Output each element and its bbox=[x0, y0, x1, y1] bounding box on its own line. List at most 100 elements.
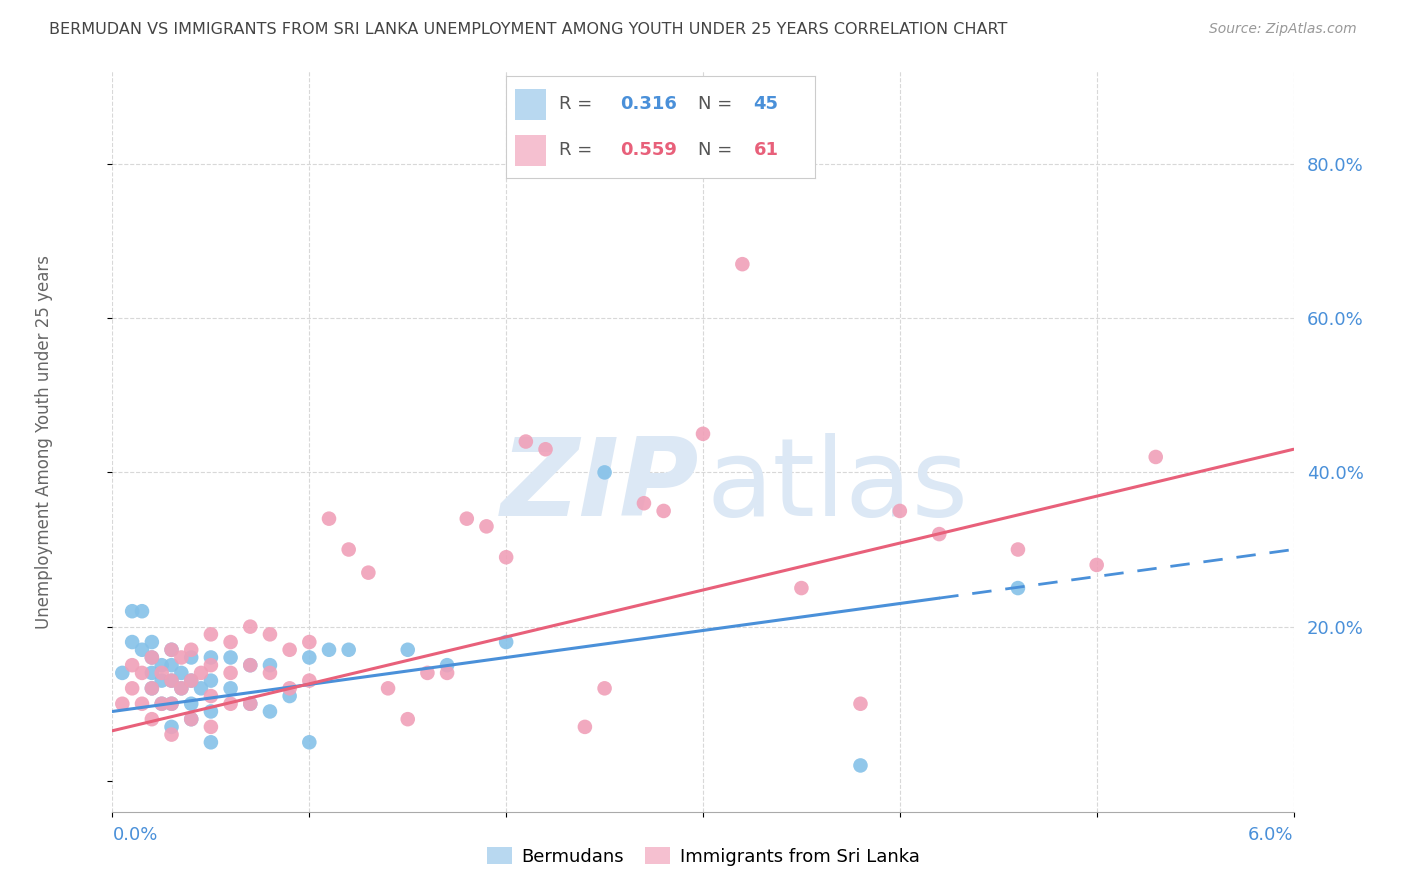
Point bbox=[633, 496, 655, 510]
Point bbox=[790, 581, 813, 595]
Point bbox=[180, 642, 202, 657]
Point bbox=[160, 658, 183, 673]
Point bbox=[239, 619, 262, 633]
Point bbox=[160, 728, 183, 742]
Point bbox=[436, 665, 458, 680]
Point bbox=[928, 527, 950, 541]
Point bbox=[731, 257, 754, 271]
Point bbox=[170, 681, 193, 696]
Text: 45: 45 bbox=[754, 95, 779, 112]
Point bbox=[160, 697, 183, 711]
Text: 0.316: 0.316 bbox=[620, 95, 678, 112]
Point bbox=[150, 697, 173, 711]
Point bbox=[652, 504, 675, 518]
Point bbox=[259, 627, 281, 641]
Text: N =: N = bbox=[697, 141, 738, 159]
Text: R =: R = bbox=[558, 95, 598, 112]
Point bbox=[456, 511, 478, 525]
Legend: Bermudans, Immigrants from Sri Lanka: Bermudans, Immigrants from Sri Lanka bbox=[479, 839, 927, 873]
Point bbox=[190, 681, 212, 696]
Point bbox=[318, 642, 340, 657]
Text: ZIP: ZIP bbox=[501, 433, 699, 539]
Point bbox=[692, 426, 714, 441]
Point bbox=[141, 712, 163, 726]
Point bbox=[111, 665, 134, 680]
Point bbox=[200, 627, 222, 641]
Point bbox=[200, 705, 222, 719]
Point bbox=[131, 642, 153, 657]
Point bbox=[200, 720, 222, 734]
Text: atlas: atlas bbox=[707, 433, 969, 539]
Bar bbox=[516, 89, 547, 120]
Point bbox=[593, 466, 616, 480]
Point bbox=[180, 712, 202, 726]
Point bbox=[219, 635, 242, 649]
Text: 0.559: 0.559 bbox=[620, 141, 678, 159]
Point bbox=[111, 697, 134, 711]
Point bbox=[200, 650, 222, 665]
Point bbox=[219, 681, 242, 696]
Point bbox=[150, 665, 173, 680]
Point bbox=[160, 697, 183, 711]
Point bbox=[131, 665, 153, 680]
Point bbox=[141, 681, 163, 696]
Point bbox=[190, 665, 212, 680]
Point bbox=[298, 650, 321, 665]
Point bbox=[170, 665, 193, 680]
Text: Source: ZipAtlas.com: Source: ZipAtlas.com bbox=[1209, 22, 1357, 37]
Point bbox=[141, 650, 163, 665]
Point bbox=[396, 642, 419, 657]
Point bbox=[239, 697, 262, 711]
Point bbox=[416, 665, 439, 680]
Point bbox=[141, 650, 163, 665]
Point bbox=[377, 681, 399, 696]
Point bbox=[150, 658, 173, 673]
Point bbox=[1007, 581, 1029, 595]
Point bbox=[121, 681, 143, 696]
Point bbox=[495, 550, 517, 565]
Point bbox=[1144, 450, 1167, 464]
Point bbox=[170, 681, 193, 696]
Point bbox=[180, 697, 202, 711]
Point bbox=[593, 681, 616, 696]
Point bbox=[180, 673, 202, 688]
Text: 6.0%: 6.0% bbox=[1249, 826, 1294, 844]
Point bbox=[141, 635, 163, 649]
Point bbox=[239, 697, 262, 711]
Point bbox=[298, 635, 321, 649]
Text: 61: 61 bbox=[754, 141, 779, 159]
Text: R =: R = bbox=[558, 141, 598, 159]
Point bbox=[150, 673, 173, 688]
Point bbox=[318, 511, 340, 525]
Point bbox=[889, 504, 911, 518]
Point bbox=[150, 697, 173, 711]
Point bbox=[534, 442, 557, 457]
Point bbox=[475, 519, 498, 533]
Point bbox=[849, 758, 872, 772]
Point bbox=[141, 665, 163, 680]
Point bbox=[278, 681, 301, 696]
Point bbox=[259, 705, 281, 719]
Point bbox=[219, 650, 242, 665]
Point bbox=[219, 697, 242, 711]
Point bbox=[160, 720, 183, 734]
Point bbox=[239, 658, 262, 673]
Point bbox=[121, 658, 143, 673]
Point bbox=[141, 681, 163, 696]
Point bbox=[278, 642, 301, 657]
Text: Unemployment Among Youth under 25 years: Unemployment Among Youth under 25 years bbox=[35, 254, 53, 629]
Point bbox=[180, 650, 202, 665]
Point bbox=[436, 658, 458, 673]
Text: N =: N = bbox=[697, 95, 738, 112]
Point bbox=[495, 635, 517, 649]
Point bbox=[131, 604, 153, 618]
Point bbox=[1085, 558, 1108, 572]
Point bbox=[298, 735, 321, 749]
Point bbox=[396, 712, 419, 726]
Point bbox=[160, 642, 183, 657]
Point bbox=[337, 542, 360, 557]
Point bbox=[298, 673, 321, 688]
Point bbox=[259, 665, 281, 680]
Point bbox=[200, 735, 222, 749]
Point bbox=[200, 689, 222, 703]
